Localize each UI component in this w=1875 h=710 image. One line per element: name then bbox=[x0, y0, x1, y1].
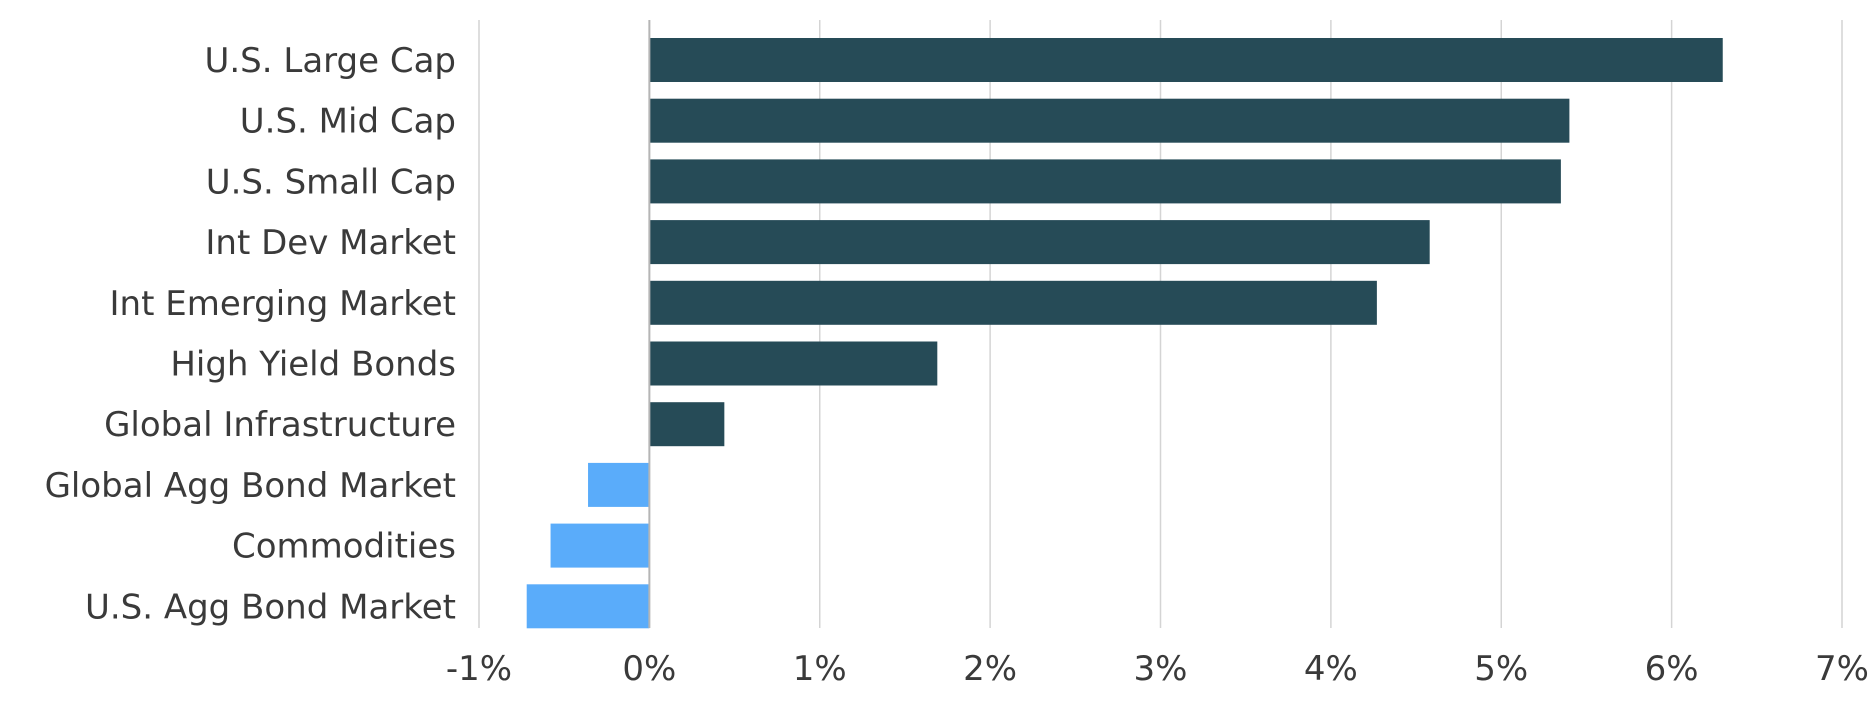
category-label: Int Dev Market bbox=[205, 223, 456, 263]
x-tick-label: 7% bbox=[1815, 649, 1869, 689]
bar bbox=[588, 462, 650, 507]
category-label: Global Agg Bond Market bbox=[45, 466, 456, 506]
x-tick-label: 6% bbox=[1645, 649, 1699, 689]
x-tick-label: 3% bbox=[1134, 649, 1188, 689]
category-label: Commodities bbox=[232, 527, 456, 567]
bar bbox=[526, 584, 650, 629]
bar bbox=[649, 98, 1570, 143]
x-tick-label: 5% bbox=[1474, 649, 1528, 689]
category-labels: U.S. Large Cap U.S. Mid Cap U.S. Small Cap… bbox=[45, 41, 456, 627]
category-label: U.S. Mid Cap bbox=[240, 102, 456, 142]
x-tick-label: 0% bbox=[622, 649, 676, 689]
bar bbox=[649, 220, 1430, 265]
category-label: Global Infrastructure bbox=[104, 405, 456, 445]
bar bbox=[649, 159, 1561, 204]
bar bbox=[649, 38, 1723, 82]
bar bbox=[649, 402, 725, 447]
x-tick-labels: -1% 0% 1% 2% 3% 4% 5% 6% 7% bbox=[446, 649, 1869, 689]
category-label: U.S. Large Cap bbox=[204, 41, 456, 81]
x-tick-label: 4% bbox=[1304, 649, 1358, 689]
category-label: U.S. Agg Bond Market bbox=[85, 587, 456, 627]
x-tick-label: -1% bbox=[446, 649, 512, 689]
bar bbox=[649, 341, 938, 386]
x-tick-label: 2% bbox=[963, 649, 1017, 689]
x-tick-label: 1% bbox=[793, 649, 847, 689]
bars bbox=[526, 38, 1723, 629]
category-label: High Yield Bonds bbox=[170, 345, 456, 385]
bar bbox=[649, 280, 1377, 325]
category-label: U.S. Small Cap bbox=[206, 162, 456, 202]
category-label: Int Emerging Market bbox=[110, 284, 456, 324]
bar bbox=[550, 523, 650, 568]
